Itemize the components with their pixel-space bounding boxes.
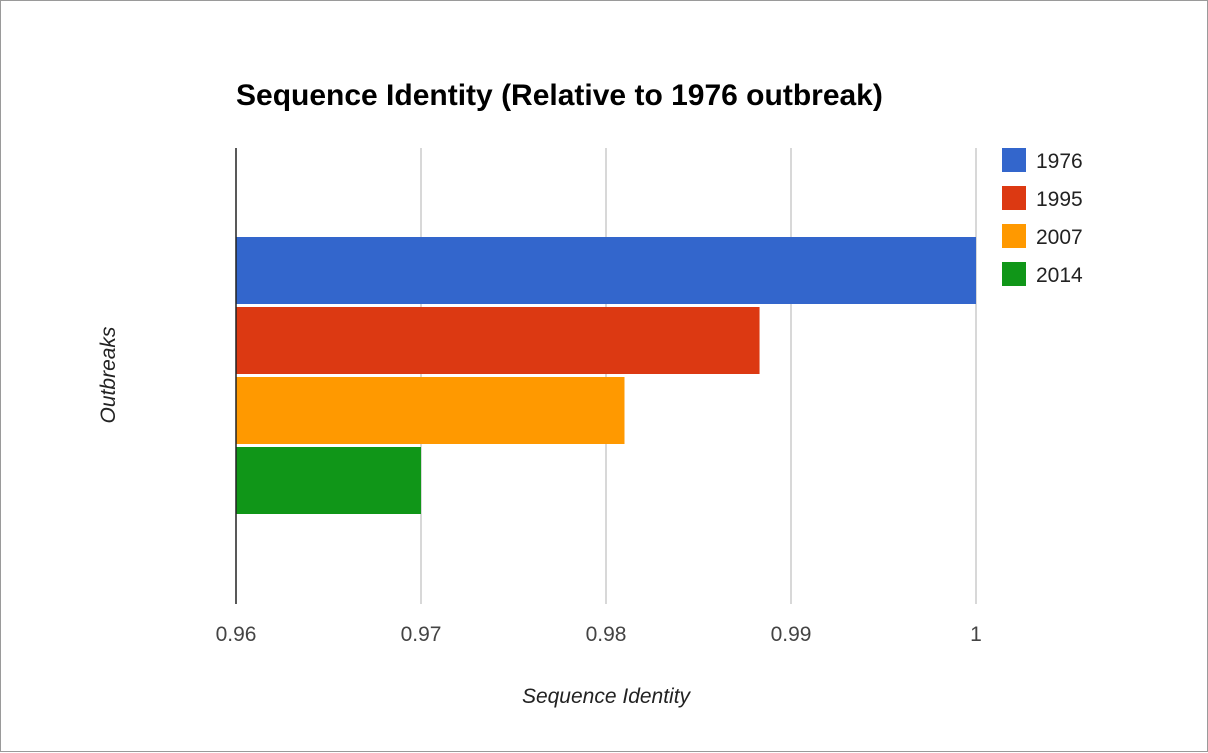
bars	[236, 237, 976, 514]
bar-2007	[236, 377, 625, 444]
legend-label-1976: 1976	[1036, 150, 1083, 173]
legend-label-2007: 2007	[1036, 226, 1083, 249]
gridlines	[420, 148, 977, 604]
legend-swatch-2007	[1002, 224, 1026, 248]
bar-2014	[236, 447, 421, 514]
bar-1995	[236, 307, 760, 374]
legend: 1976 1995 2007 2014	[1002, 148, 1083, 287]
x-tick-label: 0.97	[401, 623, 442, 646]
x-tick-labels: 0.96 0.97 0.98 0.99 1	[216, 623, 982, 646]
x-tick-label: 0.99	[771, 623, 812, 646]
x-tick-label: 1	[970, 623, 982, 646]
legend-label-1995: 1995	[1036, 188, 1083, 211]
legend-swatch-1995	[1002, 186, 1026, 210]
y-axis-title: Outbreaks	[97, 326, 120, 423]
x-axis-title: Sequence Identity	[522, 685, 692, 708]
legend-label-2014: 2014	[1036, 264, 1083, 287]
chart-title: Sequence Identity (Relative to 1976 outb…	[236, 79, 883, 112]
x-tick-label: 0.96	[216, 623, 257, 646]
legend-swatch-2014	[1002, 262, 1026, 286]
x-tick-label: 0.98	[586, 623, 627, 646]
bar-1976	[236, 237, 976, 304]
legend-swatch-1976	[1002, 148, 1026, 172]
